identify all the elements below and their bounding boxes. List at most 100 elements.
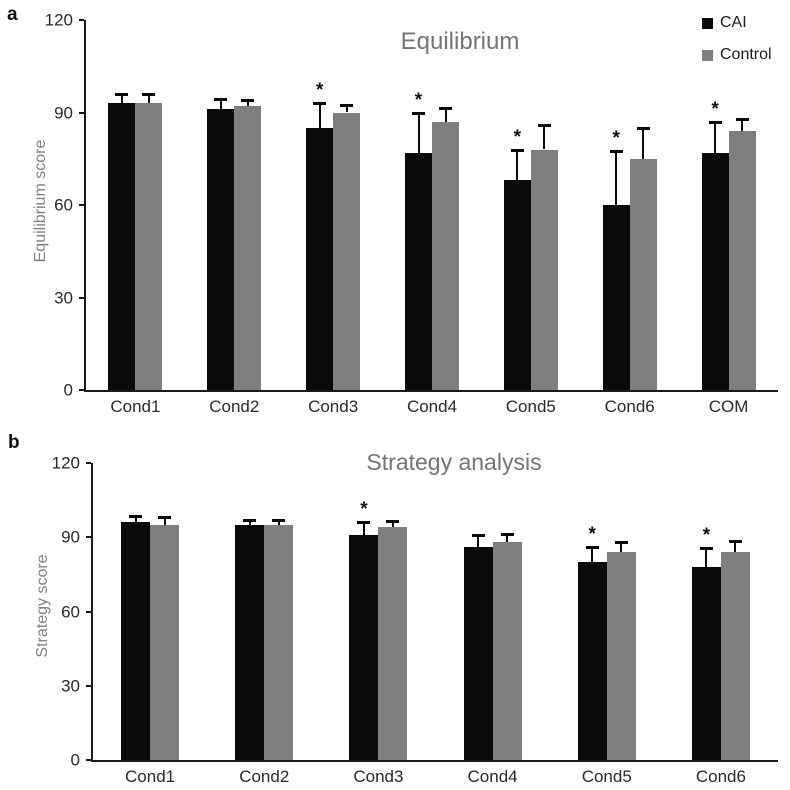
bar-control-cond3 <box>333 112 361 390</box>
error-bar-cap <box>243 518 257 522</box>
bar-cai-cond3 <box>306 127 334 390</box>
category-label-cond5: Cond5 <box>581 767 632 786</box>
y-tick-label: 30 <box>61 676 80 696</box>
significance-asterisk-com: * <box>711 98 719 120</box>
error-bar-cap <box>728 539 742 543</box>
category-label-cond4: Cond4 <box>467 767 518 786</box>
bar-control-cond2 <box>264 524 294 760</box>
y-axis-line <box>91 463 93 762</box>
error-bar-cap <box>471 533 485 537</box>
error-bar-control-com <box>741 118 744 131</box>
error-bar-cap <box>129 515 143 519</box>
error-bar-cap <box>412 111 425 115</box>
category-label-cond6: Cond6 <box>604 397 655 416</box>
bar-cai-cond3 <box>349 534 379 760</box>
error-bar-cap <box>699 547 713 551</box>
error-bar-control-cond4 <box>506 533 509 543</box>
y-axis-tick <box>86 536 91 539</box>
y-tick-label: 0 <box>70 750 80 770</box>
panel-b-letter: b <box>8 432 20 453</box>
y-axis-tick <box>79 19 84 21</box>
category-label-cond5: Cond5 <box>505 397 556 416</box>
error-bar-control-cond2 <box>277 519 280 525</box>
bar-cai-cond1 <box>108 103 136 390</box>
y-axis-tick <box>86 610 91 613</box>
y-tick-label: 90 <box>54 103 73 122</box>
y-axis-tick <box>86 684 91 687</box>
y-tick-label: 0 <box>63 380 73 400</box>
x-axis-line <box>84 390 778 392</box>
category-label-cond2: Cond2 <box>209 397 260 416</box>
y-axis-line <box>84 20 86 392</box>
y-tick-label: 30 <box>54 288 73 307</box>
error-bar-cai-com <box>714 121 717 153</box>
significance-asterisk-cond6: * <box>612 128 620 150</box>
significance-asterisk-cond3: * <box>360 499 368 521</box>
error-bar-cap <box>272 518 286 522</box>
error-bar-cap <box>735 117 749 121</box>
error-bar-cap <box>609 150 623 154</box>
error-bar-control-cond2 <box>246 100 249 107</box>
error-bar-control-cond3 <box>391 521 394 528</box>
error-bar-cai-cond3 <box>362 522 365 535</box>
significance-asterisk-cond5: * <box>588 524 596 546</box>
error-bar-control-cond1 <box>163 517 166 525</box>
y-axis-tick <box>86 759 91 761</box>
significance-asterisk-cond3: * <box>315 80 324 102</box>
category-label-cond4: Cond4 <box>406 397 458 416</box>
error-bar-cap <box>340 103 354 107</box>
y-axis-tick <box>79 389 84 391</box>
y-axis-tick <box>79 204 84 206</box>
bar-control-cond5 <box>606 552 636 760</box>
error-bar-cai-cond1 <box>120 94 123 104</box>
significance-asterisk-cond4: * <box>414 89 423 111</box>
legend: CAI Control <box>702 15 772 79</box>
legend-item-cai: CAI <box>702 15 772 31</box>
y-tick-label: 90 <box>61 527 80 547</box>
cai-swatch-icon <box>702 17 713 29</box>
error-bar-cai-cond2 <box>219 98 222 110</box>
y-axis-tick <box>86 462 91 464</box>
bar-control-com <box>728 131 756 390</box>
y-axis-tick <box>79 296 84 299</box>
error-bar-cai-cond4 <box>417 112 420 153</box>
category-label-cond1: Cond1 <box>110 397 161 416</box>
category-label-cond3: Cond3 <box>353 767 404 786</box>
error-bar-cap <box>241 99 255 103</box>
error-bar-cap <box>386 520 400 524</box>
bar-cai-cond5 <box>577 562 607 760</box>
bar-cai-cond4 <box>463 547 493 760</box>
chart-b-y-axis-title: Strategy score <box>34 554 51 658</box>
error-bar-cap <box>357 521 371 525</box>
error-bar-control-cond6 <box>734 540 737 553</box>
error-bar-cap <box>439 106 452 110</box>
panel-a-letter: a <box>7 4 18 25</box>
error-bar-cap <box>614 541 628 545</box>
error-bar-cap <box>510 148 524 152</box>
chart-b-title: Strategy analysis <box>366 449 542 475</box>
chart-a-title: Equilibrium <box>400 28 520 55</box>
error-bar-cai-cond6 <box>705 548 708 567</box>
error-bar-control-cond6 <box>642 127 645 159</box>
error-bar-control-cond5 <box>543 124 546 150</box>
bar-cai-com <box>701 152 729 390</box>
chart-a-y-axis-title: Equilibrium score <box>32 139 49 263</box>
bar-cai-cond6 <box>691 566 721 760</box>
error-bar-cai-cond5 <box>516 149 519 181</box>
error-bar-cap <box>158 516 172 520</box>
y-tick-label: 120 <box>51 453 80 473</box>
significance-asterisk-cond5: * <box>513 126 522 148</box>
error-bar-cap <box>537 123 551 127</box>
category-label-cond3: Cond3 <box>308 397 359 416</box>
bar-control-cond4 <box>432 121 459 390</box>
bar-control-cond6 <box>720 552 750 760</box>
bar-control-cond1 <box>135 103 163 390</box>
significance-asterisk-cond6: * <box>702 525 711 547</box>
x-axis-line <box>91 760 778 762</box>
error-bar-cap <box>585 546 599 550</box>
bar-cai-cond1 <box>121 522 151 760</box>
error-bar-cai-cond1 <box>134 516 137 523</box>
category-label-cond2: Cond2 <box>239 767 290 786</box>
